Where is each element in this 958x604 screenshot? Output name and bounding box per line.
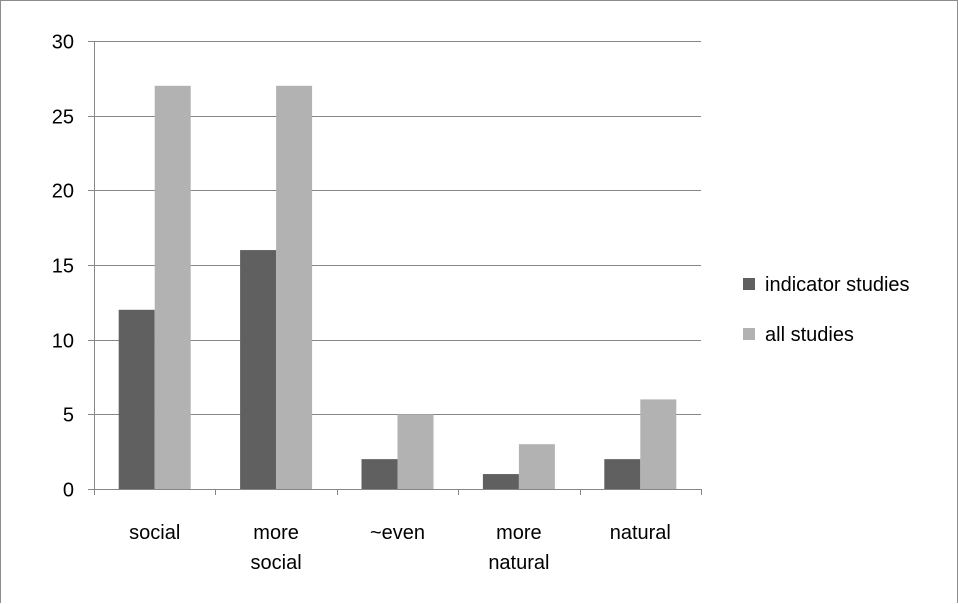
labels: 0 5 10 15 20 25 30 social more social ~even more nat… <box>52 32 671 575</box>
legend-swatch <box>743 278 755 290</box>
axes <box>88 41 702 495</box>
bars <box>118 85 677 490</box>
legend-label: all studies <box>765 324 854 346</box>
legend: indicator studies all studies <box>743 274 910 346</box>
y-tick-label: 20 <box>52 181 74 203</box>
bar-all-studies-3 <box>518 444 555 489</box>
bar-indicator-studies-1 <box>240 250 277 489</box>
bar-all-studies-1 <box>276 85 313 490</box>
x-category-label: more <box>253 522 299 544</box>
bar-all-studies-0 <box>154 85 191 490</box>
bar-indicator-studies-0 <box>118 309 155 489</box>
y-tick-label: 5 <box>63 405 74 427</box>
x-category-label: ~even <box>370 522 425 544</box>
x-category-label: natural <box>610 522 671 544</box>
bar-all-studies-4 <box>640 399 677 489</box>
bar-indicator-studies-2 <box>361 459 398 489</box>
x-category-label: natural <box>488 552 549 574</box>
legend-label: indicator studies <box>765 274 910 296</box>
x-category-label: more <box>496 522 542 544</box>
x-category-label: social <box>251 552 302 574</box>
gridlines <box>94 41 701 415</box>
y-tick-label: 25 <box>52 107 74 129</box>
y-tick-label: 15 <box>52 256 74 278</box>
y-tick-label: 0 <box>63 480 74 502</box>
y-tick-label: 30 <box>52 32 74 54</box>
legend-swatch <box>743 328 755 340</box>
y-tick-label: 10 <box>52 331 74 353</box>
bar-indicator-studies-4 <box>604 459 641 489</box>
x-category-label: social <box>129 522 180 544</box>
bar-all-studies-2 <box>397 414 434 489</box>
bar-indicator-studies-3 <box>482 474 519 489</box>
